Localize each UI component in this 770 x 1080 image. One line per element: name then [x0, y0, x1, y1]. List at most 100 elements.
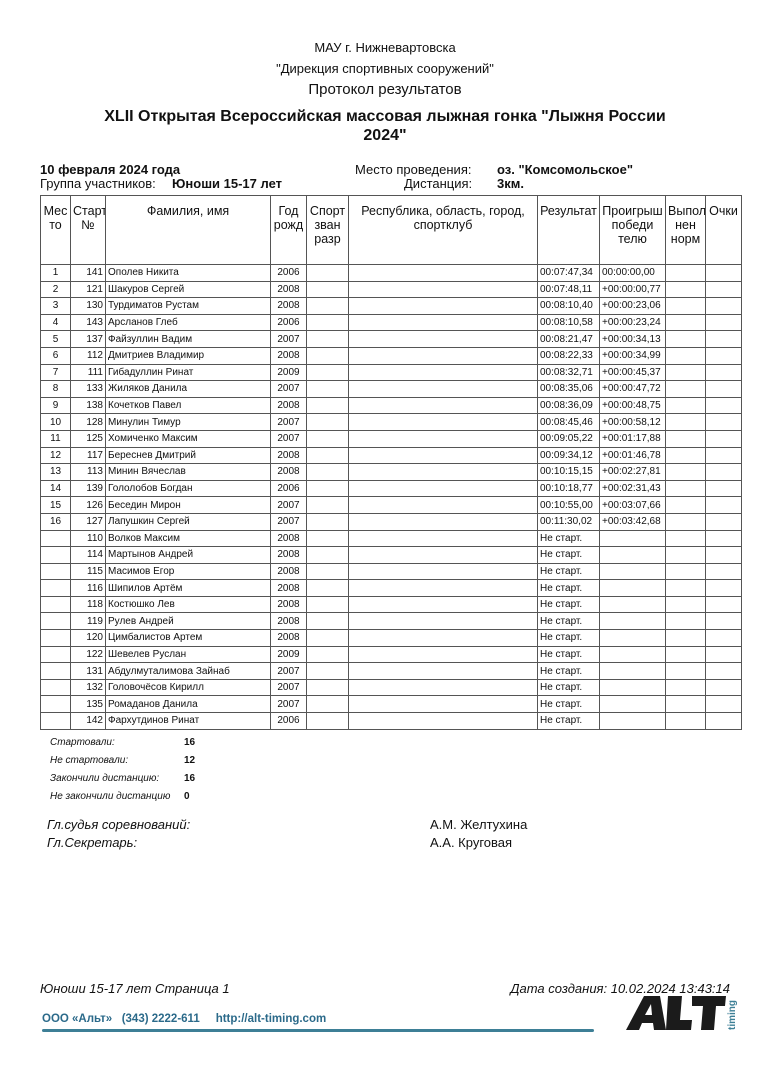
table-cell: [306, 396, 349, 415]
table-row: 120 Цимбалистов Артем 2008 Не старт.: [40, 629, 742, 647]
table-cell: [348, 330, 538, 348]
table-row: 13 113 Минин Вячеслав 2008 00:10:15,15 +00:02…: [40, 463, 742, 481]
creation-date: Дата создания: 10.02.2024 13:43:14: [510, 981, 730, 996]
table-cell: [665, 463, 706, 481]
table-cell: 113: [70, 463, 106, 481]
group-label: Группа участников:: [40, 176, 156, 191]
table-row: 6 112 Дмитриев Владимир 2008 00:08:22,33 +00:…: [40, 346, 742, 365]
table-cell: [306, 496, 349, 514]
table-cell: 119: [70, 612, 106, 631]
table-cell: [306, 429, 349, 448]
table-cell: Не старт.: [537, 546, 600, 564]
table-cell: [599, 529, 666, 548]
table-row: 1 141 Ополев Никита 2006 00:07:47,34 00:00:00…: [40, 264, 742, 282]
table-cell: [306, 413, 349, 431]
org-name: МАУ г. Нижневартовска: [314, 40, 456, 55]
official-role: Гл.судья соревнований:: [47, 817, 191, 832]
table-cell: [348, 529, 538, 548]
table-cell: +00:00:00,77: [599, 280, 666, 299]
table-row: 110 Волков Максим 2008 Не старт.: [40, 529, 742, 548]
table-cell: Костюшко Лев: [105, 595, 271, 614]
table-cell: 11: [40, 429, 71, 448]
table-cell: [665, 662, 706, 680]
table-row: 115 Масимов Егор 2008 Не старт.: [40, 562, 742, 581]
table-cell: [348, 595, 538, 614]
table-cell: [306, 330, 349, 348]
table-row: 11 125 Хомиченко Максим 2007 00:09:05,22 +00:…: [40, 429, 742, 448]
table-cell: [665, 413, 706, 431]
table-cell: [348, 612, 538, 631]
table-cell: [306, 579, 349, 597]
table-cell: [348, 346, 538, 365]
table-cell: 9: [40, 396, 71, 415]
table-cell: 141: [70, 264, 106, 282]
table-cell: [348, 678, 538, 697]
table-cell: [306, 562, 349, 581]
table-cell: [348, 712, 538, 730]
table-cell: 2007: [270, 380, 307, 398]
table-cell: [705, 297, 742, 315]
table-cell: Абдулмуталимова Зайнаб: [105, 662, 271, 680]
table-cell: Не старт.: [537, 662, 600, 680]
table-row: 122 Шевелев Руслан 2009 Не старт.: [40, 645, 742, 664]
table-cell: [705, 280, 742, 299]
table-cell: [705, 396, 742, 415]
table-cell: [665, 695, 706, 714]
table-row: 142 Фархутдинов Ринат 2006 Не старт.: [40, 712, 742, 730]
table-cell: [348, 695, 538, 714]
table-cell: 133: [70, 380, 106, 398]
column-header: Проигрыш победи телю: [599, 195, 666, 265]
table-cell: Минулин Тимур: [105, 413, 271, 431]
table-cell: 2007: [270, 413, 307, 431]
table-cell: [705, 429, 742, 448]
table-cell: 2008: [270, 446, 307, 465]
table-cell: [665, 529, 706, 548]
table-cell: [665, 496, 706, 514]
table-cell: [306, 463, 349, 481]
table-cell: [348, 463, 538, 481]
table-row: 7 111 Гибадуллин Ринат 2009 00:08:32,71 +00:0…: [40, 363, 742, 382]
table-cell: [705, 645, 742, 664]
table-cell: 120: [70, 629, 106, 647]
table-row: 14 139 Гололобов Богдан 2006 00:10:18,77 +00:…: [40, 479, 742, 498]
table-cell: [348, 280, 538, 299]
table-cell: 2007: [270, 429, 307, 448]
table-row: 114 Мартынов Андрей 2008 Не старт.: [40, 546, 742, 564]
table-cell: [665, 678, 706, 697]
stat-label: Стартовали:: [50, 737, 115, 748]
table-cell: [348, 512, 538, 531]
table-cell: [705, 346, 742, 365]
table-cell: [705, 612, 742, 631]
table-cell: [40, 595, 71, 614]
distance-label: Дистанция:: [404, 176, 473, 191]
table-cell: Дмитриев Владимир: [105, 346, 271, 365]
table-cell: Турдиматов Рустам: [105, 297, 271, 315]
table-cell: Файзуллин Вадим: [105, 330, 271, 348]
table-row: 15 126 Беседин Мирон 2007 00:10:55,00 +00:03:…: [40, 496, 742, 514]
table-row: 4 143 Арсланов Глеб 2006 00:08:10,58 +00:00:2…: [40, 313, 742, 332]
table-cell: 2008: [270, 579, 307, 597]
table-cell: 2: [40, 280, 71, 299]
table-cell: +00:00:34,99: [599, 346, 666, 365]
table-cell: Мартынов Андрей: [105, 546, 271, 564]
table-cell: 142: [70, 712, 106, 730]
table-cell: 00:07:48,11: [537, 280, 600, 299]
table-cell: [705, 579, 742, 597]
page-footer: Юноши 15-17 лет Страница 1: [40, 981, 230, 996]
table-cell: [665, 512, 706, 531]
table-cell: [348, 629, 538, 647]
department-name: "Дирекция спортивных сооружений": [276, 61, 494, 76]
table-cell: [599, 579, 666, 597]
official-role: Гл.Секретарь:: [47, 835, 138, 850]
table-cell: 00:08:10,40: [537, 297, 600, 315]
table-row: 9 138 Кочетков Павел 2008 00:08:36,09 +00:00:…: [40, 396, 742, 415]
table-cell: 2007: [270, 662, 307, 680]
table-cell: 13: [40, 463, 71, 481]
table-cell: [599, 629, 666, 647]
stat-value: 16: [184, 773, 196, 784]
table-cell: 2008: [270, 297, 307, 315]
table-cell: 139: [70, 479, 106, 498]
results-table: Мес то Старт № Фамилия, имя Год рожд Спорт з…: [40, 195, 742, 730]
distance-value: 3км.: [497, 176, 524, 191]
table-cell: [306, 280, 349, 299]
